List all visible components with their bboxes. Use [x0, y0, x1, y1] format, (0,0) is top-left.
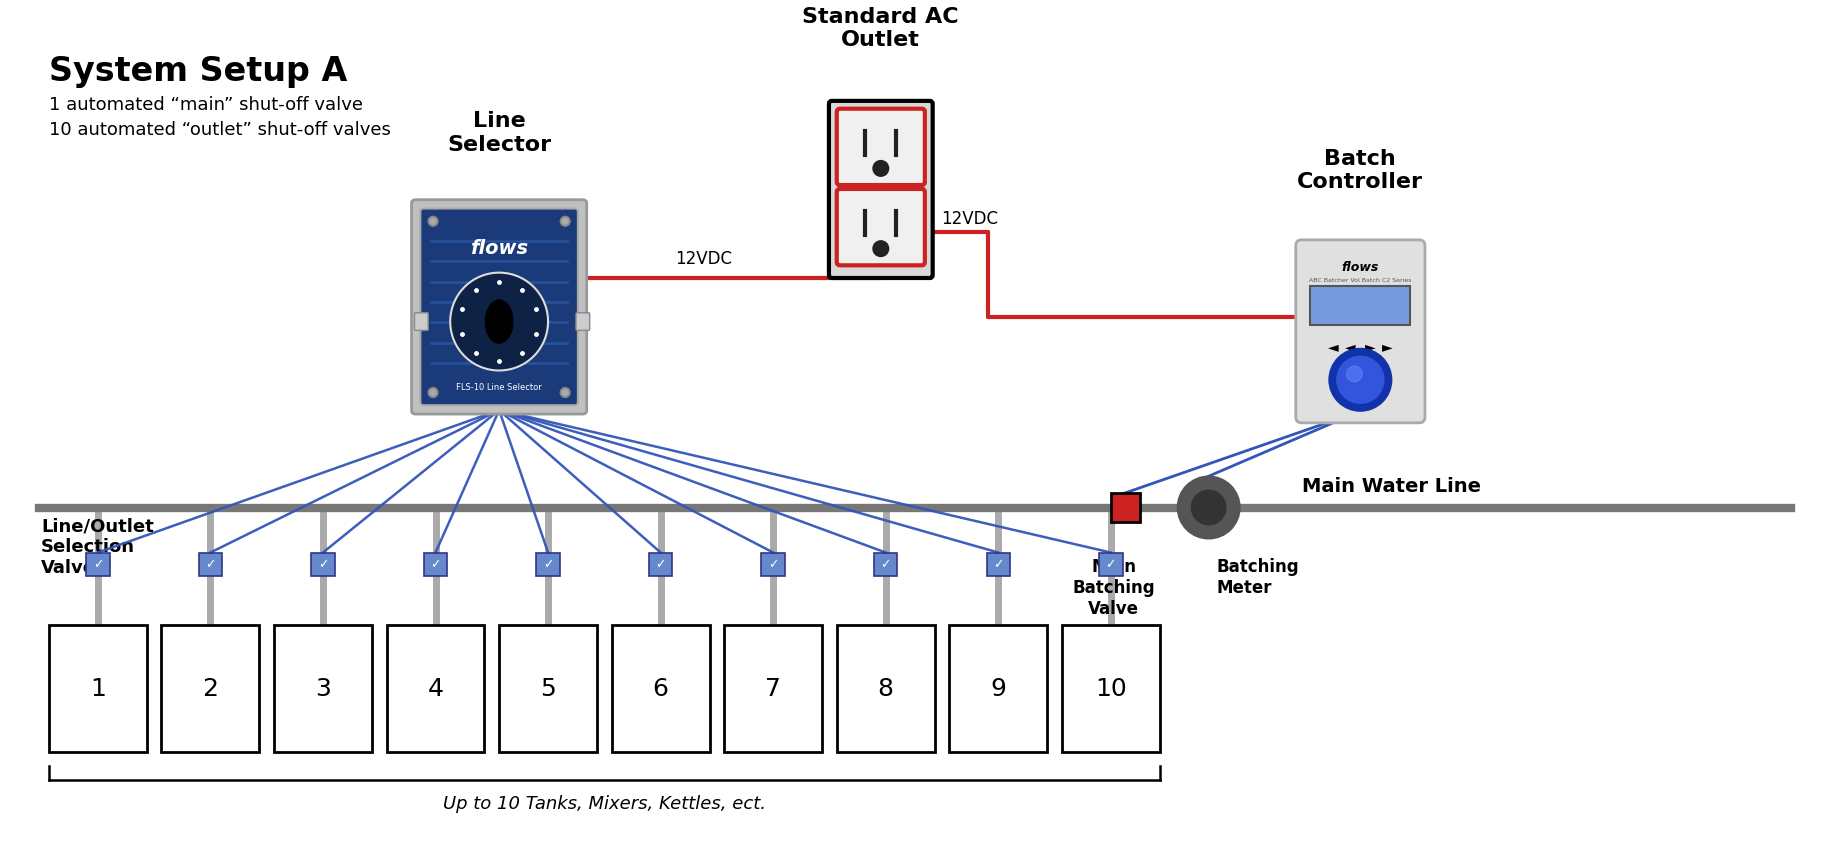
FancyBboxPatch shape — [986, 553, 1010, 576]
FancyBboxPatch shape — [874, 553, 898, 576]
Text: 12VDC: 12VDC — [676, 250, 733, 268]
Text: ✓: ✓ — [1105, 558, 1116, 571]
Text: ✓: ✓ — [318, 558, 329, 571]
FancyBboxPatch shape — [50, 625, 147, 752]
FancyBboxPatch shape — [387, 625, 485, 752]
Circle shape — [560, 216, 571, 226]
Text: ✓: ✓ — [543, 558, 553, 571]
Text: ✓: ✓ — [881, 558, 890, 571]
Polygon shape — [450, 273, 549, 371]
Text: Line
Selector: Line Selector — [448, 112, 551, 155]
Circle shape — [560, 388, 571, 397]
FancyBboxPatch shape — [611, 625, 709, 752]
Circle shape — [428, 216, 439, 226]
Text: ABC Batcher Vol Batch C2 Series: ABC Batcher Vol Batch C2 Series — [1309, 279, 1412, 284]
Circle shape — [562, 218, 567, 224]
Circle shape — [1337, 356, 1384, 403]
FancyBboxPatch shape — [415, 313, 428, 331]
Circle shape — [872, 160, 889, 176]
FancyBboxPatch shape — [1100, 553, 1122, 576]
Text: ✓: ✓ — [993, 558, 1004, 571]
FancyBboxPatch shape — [828, 101, 933, 278]
Circle shape — [562, 389, 567, 395]
Text: Main
Batching
Valve: Main Batching Valve — [1072, 558, 1155, 618]
Circle shape — [430, 389, 435, 395]
FancyBboxPatch shape — [198, 553, 222, 576]
FancyBboxPatch shape — [648, 553, 672, 576]
FancyBboxPatch shape — [1061, 625, 1160, 752]
FancyBboxPatch shape — [577, 313, 589, 331]
FancyBboxPatch shape — [1111, 492, 1140, 522]
Text: Standard AC
Outlet: Standard AC Outlet — [802, 7, 958, 50]
Polygon shape — [485, 300, 512, 343]
FancyBboxPatch shape — [837, 109, 925, 185]
Text: 2: 2 — [202, 676, 218, 700]
FancyBboxPatch shape — [723, 625, 823, 752]
Text: flows: flows — [470, 239, 529, 258]
Text: ✓: ✓ — [767, 558, 778, 571]
Text: Batching
Meter: Batching Meter — [1217, 558, 1300, 597]
FancyBboxPatch shape — [837, 189, 925, 265]
Circle shape — [1177, 476, 1239, 538]
Text: ✓: ✓ — [92, 558, 103, 571]
Text: 1 automated “main” shut-off valve: 1 automated “main” shut-off valve — [50, 96, 364, 114]
Circle shape — [1192, 490, 1226, 525]
Text: 5: 5 — [540, 676, 556, 700]
Text: 7: 7 — [766, 676, 780, 700]
Text: ✓: ✓ — [430, 558, 441, 571]
Text: 1: 1 — [90, 676, 106, 700]
Text: ✓: ✓ — [655, 558, 666, 571]
FancyBboxPatch shape — [762, 553, 786, 576]
Text: 4: 4 — [428, 676, 444, 700]
FancyBboxPatch shape — [536, 553, 560, 576]
FancyBboxPatch shape — [162, 625, 259, 752]
Circle shape — [1329, 348, 1392, 412]
Circle shape — [1346, 366, 1362, 382]
Text: 12VDC: 12VDC — [942, 210, 999, 227]
Text: System Setup A: System Setup A — [50, 55, 347, 89]
Text: ◄: ◄ — [1327, 341, 1338, 354]
Circle shape — [430, 218, 435, 224]
FancyBboxPatch shape — [499, 625, 597, 752]
Text: 9: 9 — [990, 676, 1006, 700]
FancyBboxPatch shape — [312, 553, 334, 576]
Text: ►: ► — [1364, 341, 1375, 354]
FancyBboxPatch shape — [420, 209, 578, 406]
FancyBboxPatch shape — [1296, 240, 1425, 423]
Text: FLS-10 Line Selector: FLS-10 Line Selector — [457, 383, 542, 392]
Text: ✓: ✓ — [206, 558, 215, 571]
FancyBboxPatch shape — [411, 199, 588, 414]
FancyBboxPatch shape — [274, 625, 373, 752]
Circle shape — [428, 388, 439, 397]
Text: Main Water Line: Main Water Line — [1302, 477, 1480, 496]
FancyBboxPatch shape — [424, 553, 448, 576]
Text: ◄: ◄ — [1346, 341, 1355, 354]
Text: 3: 3 — [316, 676, 330, 700]
Text: 10: 10 — [1094, 676, 1127, 700]
FancyBboxPatch shape — [1311, 285, 1410, 325]
Text: ►: ► — [1383, 341, 1394, 354]
Text: Up to 10 Tanks, Mixers, Kettles, ect.: Up to 10 Tanks, Mixers, Kettles, ect. — [442, 795, 766, 814]
Circle shape — [872, 241, 889, 256]
Text: flows: flows — [1342, 261, 1379, 273]
FancyBboxPatch shape — [949, 625, 1047, 752]
Text: Line/Outlet
Selection
Valves: Line/Outlet Selection Valves — [40, 517, 154, 577]
Text: 10 automated “outlet” shut-off valves: 10 automated “outlet” shut-off valves — [50, 121, 391, 139]
Text: 6: 6 — [652, 676, 668, 700]
Text: 8: 8 — [878, 676, 894, 700]
Text: Batch
Controller: Batch Controller — [1298, 149, 1423, 192]
FancyBboxPatch shape — [837, 625, 935, 752]
FancyBboxPatch shape — [86, 553, 110, 576]
